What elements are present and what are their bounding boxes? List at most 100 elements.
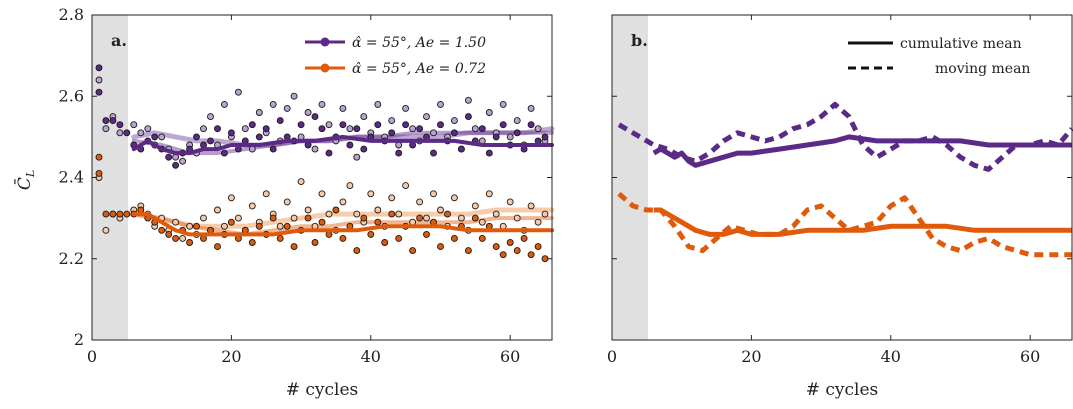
point-dark-ae150 <box>227 129 235 137</box>
point-light-ae150 <box>95 76 103 84</box>
point-light-ae072 <box>485 190 493 198</box>
point-dark-ae150 <box>353 125 361 133</box>
point-light-ae150 <box>430 129 437 137</box>
point-dark-ae072 <box>95 169 103 177</box>
point-dark-ae072 <box>423 230 430 238</box>
legend-marker-ae150 <box>320 37 330 47</box>
moving-mean-ae072 <box>617 191 1072 258</box>
point-light-ae072 <box>346 182 354 190</box>
point-dark-ae072 <box>381 239 389 246</box>
x-tick-label: 20 <box>221 347 241 366</box>
point-dark-ae150 <box>402 121 410 129</box>
point-dark-ae150 <box>450 129 458 137</box>
point-dark-ae072 <box>276 234 284 242</box>
point-light-ae150 <box>534 125 542 133</box>
point-dark-ae072 <box>374 218 382 226</box>
point-light-ae072 <box>395 210 403 218</box>
point-dark-ae150 <box>457 145 465 153</box>
point-dark-ae072 <box>388 210 396 218</box>
point-dark-ae150 <box>248 121 256 129</box>
point-light-ae072 <box>506 198 514 206</box>
x-axis-label-b: # cycles <box>806 380 879 400</box>
point-light-ae072 <box>186 222 194 230</box>
point-light-ae072 <box>227 194 235 202</box>
a-ticks: 0 20 40 60 2 2.2 2.4 2.6 2.8 <box>59 5 552 366</box>
y-tick-label: 2.6 <box>59 86 84 105</box>
point-dark-ae150 <box>95 64 103 72</box>
point-dark-ae072 <box>102 210 110 218</box>
point-light-ae150 <box>499 100 507 108</box>
point-light-ae072 <box>220 222 228 230</box>
panel-b: 0 20 40 60 b. cumulative mean moving mean <box>607 14 1073 366</box>
point-dark-ae150 <box>499 121 507 129</box>
point-dark-ae072 <box>109 210 117 218</box>
point-dark-ae072 <box>290 243 298 251</box>
point-dark-ae150 <box>269 145 277 153</box>
point-light-ae072 <box>534 218 542 226</box>
a-plot-content <box>95 64 555 263</box>
y-axis-label-main: C̄L <box>13 170 37 190</box>
x-tick-label: 40 <box>361 347 381 366</box>
point-light-ae150 <box>102 125 110 133</box>
point-light-ae072 <box>513 214 521 222</box>
point-dark-ae072 <box>165 230 173 238</box>
point-light-ae150 <box>346 125 354 133</box>
point-light-ae072 <box>276 222 284 230</box>
point-dark-ae072 <box>186 239 194 246</box>
point-light-ae150 <box>450 117 458 125</box>
point-dark-ae072 <box>304 214 312 222</box>
point-dark-ae072 <box>353 247 361 255</box>
point-light-ae150 <box>506 133 514 141</box>
point-dark-ae072 <box>409 247 417 255</box>
point-dark-ae150 <box>388 129 396 137</box>
point-dark-ae150 <box>513 129 521 137</box>
point-dark-ae072 <box>339 234 347 242</box>
point-light-ae072 <box>402 182 410 190</box>
point-dark-ae150 <box>220 149 228 157</box>
point-dark-ae072 <box>450 234 458 242</box>
point-light-ae072 <box>325 210 333 218</box>
point-light-ae072 <box>234 214 242 222</box>
point-light-ae072 <box>179 234 187 242</box>
point-light-ae072 <box>283 198 291 206</box>
point-light-ae072 <box>388 194 396 202</box>
point-dark-ae072 <box>311 239 319 246</box>
point-dark-ae150 <box>485 149 493 157</box>
point-dark-ae150 <box>464 113 472 121</box>
point-light-ae150 <box>283 104 291 112</box>
point-dark-ae072 <box>437 243 444 251</box>
point-dark-ae072 <box>395 234 403 242</box>
point-light-ae150 <box>437 100 444 108</box>
legend-moving-mean: moving mean <box>935 61 1030 77</box>
point-dark-ae072 <box>471 214 479 222</box>
point-light-ae150 <box>241 125 249 133</box>
point-light-ae072 <box>423 214 430 222</box>
point-light-ae150 <box>402 104 410 112</box>
point-light-ae072 <box>471 202 479 210</box>
point-light-ae150 <box>513 117 521 125</box>
b-panel-label: b. <box>631 31 648 50</box>
b-ticks: 0 20 40 60 <box>607 14 1072 366</box>
point-light-ae072 <box>374 206 382 214</box>
point-light-ae072 <box>304 206 312 214</box>
point-light-ae150 <box>200 125 207 133</box>
x-axis-label-a: # cycles <box>286 380 359 400</box>
point-light-ae150 <box>304 109 312 116</box>
point-light-ae150 <box>485 109 493 116</box>
point-dark-ae150 <box>207 137 214 145</box>
shaded-region-b <box>612 15 648 340</box>
point-dark-ae072 <box>248 239 256 246</box>
point-dark-ae072 <box>444 210 451 218</box>
point-dark-ae150 <box>430 149 437 157</box>
point-light-ae072 <box>102 226 110 234</box>
b-plot-content <box>617 101 1073 258</box>
point-dark-ae072 <box>116 210 124 218</box>
point-dark-ae150 <box>95 88 103 96</box>
cumulative-mean-ae072 <box>653 207 1072 237</box>
point-light-ae072 <box>437 206 444 214</box>
legend-label-ae072: α̂ = 55°, Ae = 0.72 <box>352 61 486 77</box>
point-dark-ae150 <box>276 117 284 125</box>
b-legend: cumulative mean moving mean <box>848 36 1030 77</box>
a-legend: α̂ = 55°, Ae = 1.50 α̂ = 55°, Ae = 0.72 <box>305 35 486 77</box>
